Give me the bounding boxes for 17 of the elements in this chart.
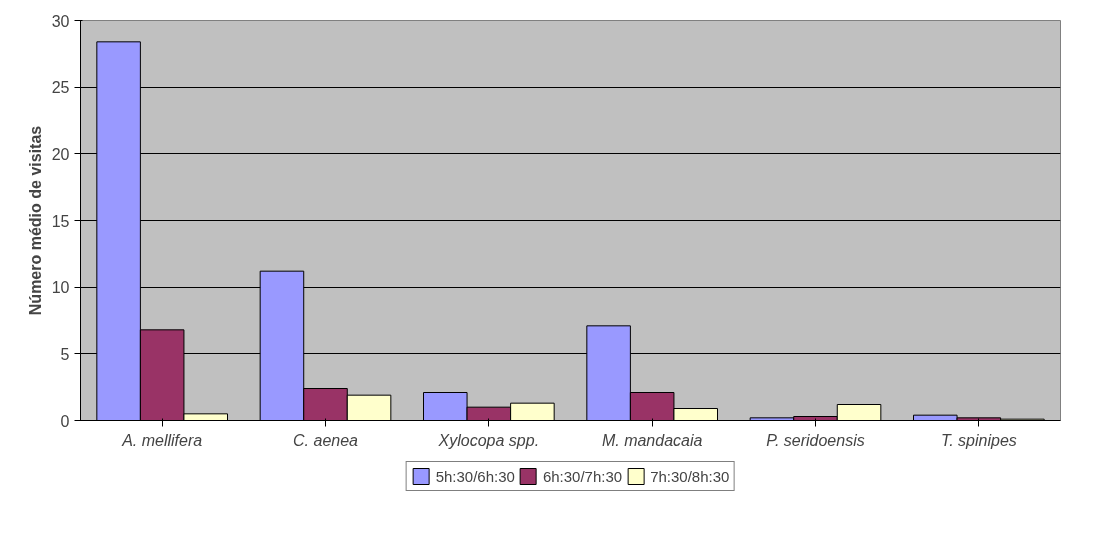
y-axis-title: Número médio de visitas (26, 125, 44, 316)
x-tick-label: Xylocopa spp. (437, 431, 540, 449)
x-tick-label: A. mellifera (121, 431, 203, 449)
x-tick-label: M. mandacaia (601, 431, 703, 449)
y-tick-label: 20 (51, 145, 70, 163)
legend-label: 7h:30/8h:30 (650, 467, 730, 485)
y-tick-label: 10 (51, 279, 70, 297)
y-tick-label: 15 (51, 212, 70, 230)
legend-label: 6h:30/7h:30 (542, 467, 623, 485)
x-tick-label: P. seridoensis (766, 431, 865, 449)
y-tick-label: 5 (60, 345, 70, 363)
y-tick-label: 0 (60, 412, 70, 430)
y-tick-label: 25 (51, 79, 70, 97)
y-tick-label: 30 (51, 12, 70, 30)
legend-label: 5h:30/6h:30 (435, 467, 515, 485)
x-tick-label: T. spinipes (940, 431, 1017, 449)
x-tick-label: C. aenea (293, 431, 359, 449)
